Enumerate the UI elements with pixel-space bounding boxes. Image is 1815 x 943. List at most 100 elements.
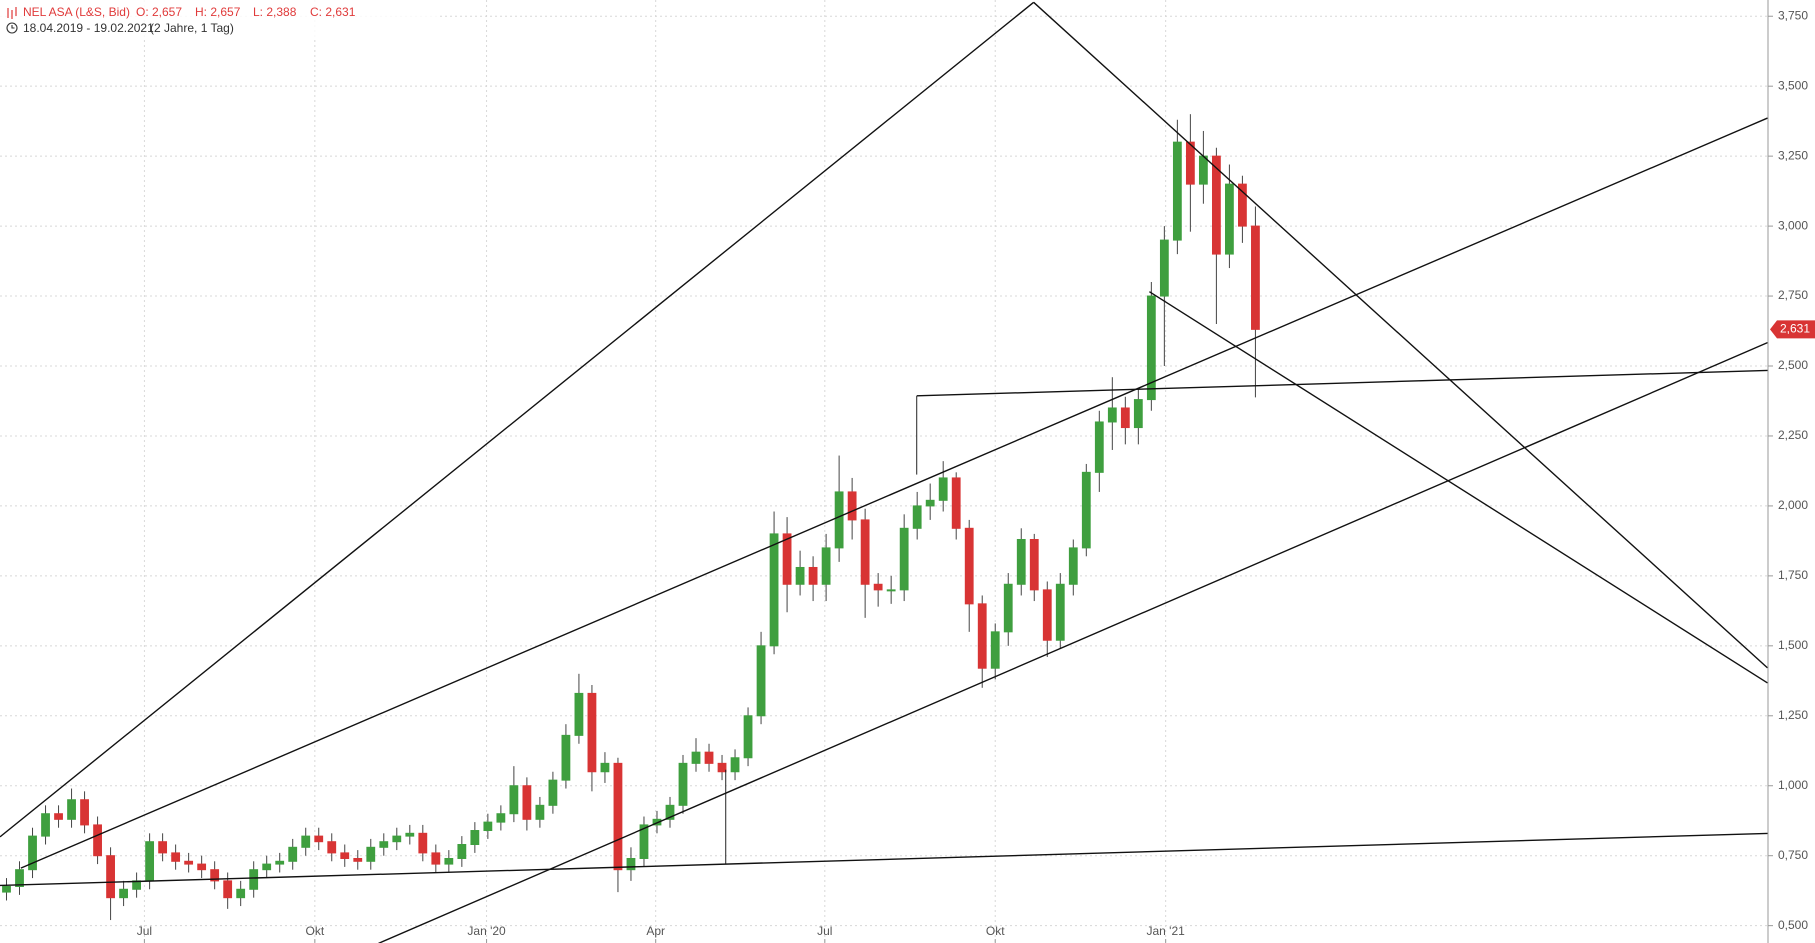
period: (2 Jahre, 1 Tag) — [150, 21, 234, 35]
candle-body — [288, 846, 298, 862]
trend-line — [916, 369, 1768, 397]
candle-body — [834, 491, 844, 549]
ohlc-label: L: 2,388 — [253, 5, 297, 19]
candle-body — [275, 860, 285, 865]
y-tick-label: 1,500 — [1778, 638, 1808, 652]
candles — [2, 114, 1260, 921]
candle-body — [249, 869, 259, 890]
y-tick-label: 0,750 — [1778, 848, 1808, 862]
candle-body — [340, 852, 350, 859]
candle-body — [366, 846, 376, 862]
candle-body — [80, 799, 89, 826]
trend-line — [1033, 1, 1768, 669]
candle-body — [587, 692, 597, 773]
candle-body — [808, 566, 818, 585]
clock-hand — [11, 25, 15, 29]
y-tick-label: 3,000 — [1778, 218, 1808, 232]
candle-body — [405, 832, 415, 837]
candle-body — [106, 855, 115, 899]
candle-body — [912, 505, 922, 529]
y-tick-label: 0,500 — [1778, 918, 1808, 932]
candle-body — [1238, 183, 1247, 227]
candle-body — [561, 734, 571, 781]
ohlc-label: O: 2,657 — [136, 5, 182, 19]
date-range: 18.04.2019 - 19.02.2021 — [23, 21, 154, 35]
candle-body — [15, 869, 24, 887]
x-tick-label: Jul — [137, 924, 152, 938]
candle-body — [652, 818, 662, 826]
axis-layer: 0,500 0,750 1,000 1,250 1,500 1,750 2,000 2,250… — [137, 8, 1815, 943]
candle-body — [925, 499, 935, 507]
candle-body — [743, 715, 753, 759]
candle-body — [665, 804, 675, 820]
candle-body — [1211, 155, 1221, 255]
candle-body — [236, 888, 246, 899]
x-tick-label: Okt — [986, 924, 1005, 938]
candle-body — [1029, 538, 1039, 591]
candle-body — [1081, 471, 1091, 549]
candle-body — [1133, 399, 1143, 429]
candle-body — [483, 821, 493, 832]
candle-body — [1172, 141, 1182, 241]
y-tick-label: 1,250 — [1778, 708, 1808, 722]
instrument-icon — [7, 7, 17, 19]
candle-body — [1094, 421, 1104, 473]
candle-body — [314, 835, 324, 843]
candle-body — [28, 835, 37, 871]
candle-body — [964, 527, 974, 605]
candle-body — [41, 813, 50, 837]
candle-body — [821, 547, 831, 585]
candle-body — [158, 841, 168, 854]
candle-body — [782, 533, 792, 585]
candle-body — [1016, 538, 1026, 585]
candle-body — [223, 880, 233, 899]
trend-line — [0, 1, 1035, 838]
candle-body — [1146, 295, 1156, 401]
ohlc-label: C: 2,631 — [310, 5, 356, 19]
candle-body — [1225, 183, 1234, 255]
candle-body — [873, 583, 883, 591]
instrument-title: NEL ASA (L&S, Bid) — [23, 5, 130, 19]
candle-body — [1107, 407, 1117, 423]
candle-body — [262, 863, 272, 871]
candle-body — [548, 779, 558, 806]
candle-body — [431, 852, 441, 865]
candle-body — [639, 824, 649, 859]
y-tick-label: 2,500 — [1778, 358, 1808, 372]
y-tick-label: 2,250 — [1778, 428, 1808, 442]
candle-body — [990, 631, 1000, 669]
candle-body — [392, 835, 402, 843]
candle-body — [1159, 239, 1169, 297]
trend-line — [0, 832, 1768, 887]
candle-body — [860, 519, 870, 585]
x-tick-label: Apr — [646, 924, 665, 938]
y-tick-label: 2,000 — [1778, 498, 1808, 512]
candle-body — [119, 888, 128, 899]
candle-body — [613, 762, 623, 871]
candle-body — [1198, 155, 1208, 185]
candle-body — [730, 757, 740, 773]
candle-body — [457, 844, 467, 859]
candle-body — [184, 860, 194, 865]
candle-body — [470, 830, 480, 846]
ohlc-label: H: 2,657 — [195, 5, 241, 19]
candle-body — [795, 566, 805, 585]
candle-body — [496, 813, 506, 823]
candle-body — [769, 533, 779, 647]
candle-body — [2, 885, 11, 893]
candle-body — [951, 477, 961, 529]
candle-body — [1251, 225, 1260, 330]
candle-body — [1185, 141, 1195, 185]
candle-body — [444, 857, 454, 865]
candle-body — [899, 527, 909, 591]
candle-body — [600, 762, 610, 773]
candle-body — [704, 751, 714, 764]
clock-icon — [6, 22, 18, 34]
header-bg — [0, 0, 440, 38]
trend-line — [20, 117, 1768, 869]
x-tick-label: Jan '20 — [467, 924, 506, 938]
x-tick-label: Jan '21 — [1146, 924, 1185, 938]
candle-body — [353, 857, 363, 862]
candle-body — [1003, 583, 1013, 633]
